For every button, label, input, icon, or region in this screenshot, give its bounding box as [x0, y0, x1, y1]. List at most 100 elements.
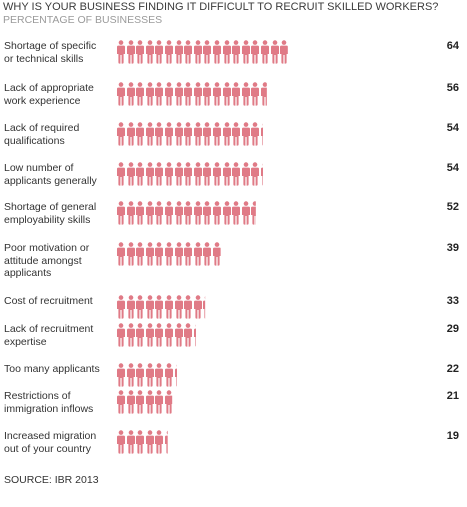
- person-icon: [117, 82, 125, 106]
- person-icon: [232, 201, 241, 225]
- person-icon: [136, 323, 145, 347]
- person-icon: [155, 40, 164, 64]
- value-label: 52: [446, 201, 459, 213]
- category-label: Restrictions of immigration inflows: [4, 390, 94, 415]
- person-icon: [126, 363, 135, 387]
- person-icon: [145, 430, 154, 454]
- person-icon: [145, 323, 154, 347]
- person-icon: [232, 162, 241, 186]
- person-icon: [203, 40, 212, 64]
- person-icon: [232, 40, 241, 64]
- value-label: 22: [446, 363, 459, 375]
- person-icon: [126, 295, 135, 319]
- person-icon: [174, 82, 183, 106]
- person-icon: [193, 82, 202, 106]
- person-icon: [222, 162, 231, 186]
- person-icon: [136, 295, 145, 319]
- person-icon: [136, 40, 145, 64]
- category-label: Cost of recruitment: [4, 295, 93, 307]
- value-label: 21: [446, 390, 459, 402]
- person-icon: [251, 122, 260, 146]
- person-icon: [232, 122, 241, 146]
- person-icon: [155, 82, 164, 106]
- person-icon: [165, 201, 173, 225]
- person-icon: [174, 40, 183, 64]
- person-icon: [165, 242, 173, 266]
- partial-person-icon: [193, 324, 196, 347]
- category-label: Lack of appropriate work experience: [4, 82, 94, 107]
- person-icon: [174, 201, 183, 225]
- person-icon: [126, 122, 135, 146]
- category-label: Poor motivation or attitude amongst appl…: [4, 242, 90, 279]
- person-icon: [213, 201, 221, 225]
- person-icon: [145, 162, 154, 186]
- person-icon: [203, 242, 212, 266]
- person-icon: [136, 122, 145, 146]
- person-icon: [213, 122, 221, 146]
- person-icon: [145, 242, 154, 266]
- person-icon: [174, 295, 183, 319]
- person-icon: [155, 295, 164, 319]
- person-icon: [193, 40, 202, 64]
- person-icon: [203, 82, 212, 106]
- person-icon: [145, 295, 154, 319]
- person-icon: [193, 201, 202, 225]
- person-icon: [222, 82, 231, 106]
- person-icon: [222, 122, 231, 146]
- person-icon: [126, 323, 135, 347]
- person-icon: [193, 162, 202, 186]
- partial-person-icon: [174, 364, 177, 387]
- person-icon: [193, 122, 202, 146]
- person-icon: [117, 40, 125, 64]
- person-icon: [126, 201, 135, 225]
- person-icon: [126, 82, 135, 106]
- person-icon: [165, 363, 173, 387]
- person-icon: [270, 40, 279, 64]
- person-icon: [117, 295, 125, 319]
- person-icon: [117, 323, 125, 347]
- person-icon: [184, 122, 193, 146]
- person-icon: [213, 40, 221, 64]
- value-label: 54: [446, 122, 459, 134]
- partial-person-icon: [213, 242, 221, 266]
- chart-subtitle: PERCENTAGE OF BUSINESSES: [3, 14, 163, 26]
- person-icon: [155, 323, 164, 347]
- person-icon: [232, 82, 241, 106]
- person-icon: [136, 430, 145, 454]
- person-icon: [145, 40, 154, 64]
- person-icon: [174, 122, 183, 146]
- person-icon: [155, 201, 164, 225]
- partial-person-icon: [261, 163, 263, 186]
- value-label: 39: [446, 242, 459, 254]
- person-icon: [145, 363, 154, 387]
- person-icon: [174, 323, 183, 347]
- person-icon: [184, 295, 193, 319]
- person-icon: [203, 122, 212, 146]
- category-label: Too many applicants: [4, 363, 100, 375]
- person-icon: [126, 162, 135, 186]
- person-icon: [165, 82, 173, 106]
- category-label: Shortage of specific or technical skills: [4, 40, 97, 65]
- person-icon: [165, 162, 173, 186]
- person-icon: [193, 242, 202, 266]
- partial-person-icon: [165, 390, 173, 414]
- person-icon: [117, 162, 125, 186]
- person-icon: [174, 242, 183, 266]
- source-note: SOURCE: IBR 2013: [4, 474, 99, 486]
- chart-title: WHY IS YOUR BUSINESS FINDING IT DIFFICUL…: [3, 1, 439, 13]
- category-label: Lack of recruitment expertise: [4, 323, 94, 348]
- person-icon: [155, 390, 164, 414]
- person-icon: [145, 390, 154, 414]
- value-label: 64: [446, 40, 459, 52]
- person-icon: [117, 242, 125, 266]
- value-label: 33: [446, 295, 459, 307]
- person-icon: [155, 122, 164, 146]
- person-icon: [184, 162, 193, 186]
- person-icon: [184, 82, 193, 106]
- person-icon: [117, 201, 125, 225]
- partial-person-icon: [251, 201, 257, 225]
- person-icon: [155, 430, 164, 454]
- person-icon: [117, 430, 125, 454]
- person-icon: [126, 242, 135, 266]
- person-icon: [251, 82, 260, 106]
